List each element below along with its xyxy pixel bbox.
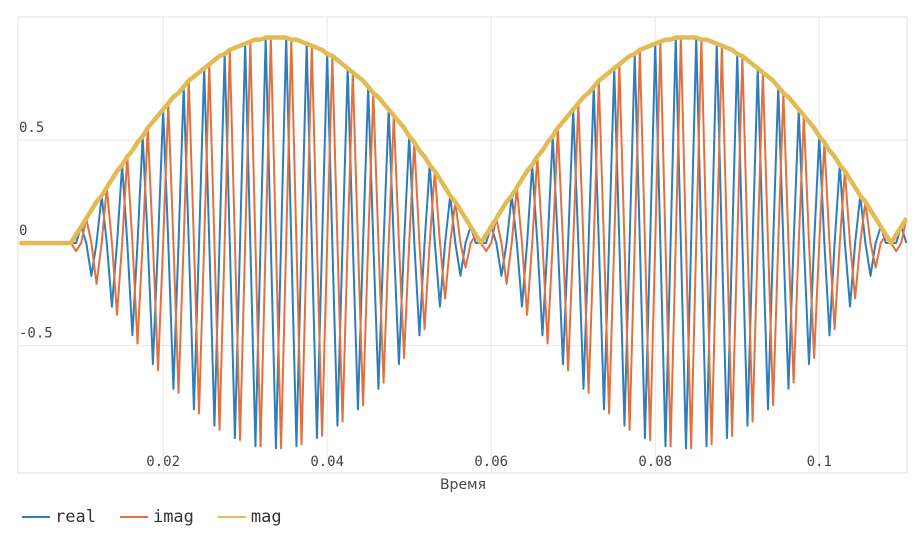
legend-text: real xyxy=(55,507,96,527)
y-tick-label: -0.5 xyxy=(19,326,53,342)
x-tick-label: 0.02 xyxy=(146,454,180,470)
series-line xyxy=(19,36,907,450)
x-tick-label: 0.06 xyxy=(474,454,508,470)
y-tick-label: 0.5 xyxy=(19,120,44,136)
x-tick-label: 0.04 xyxy=(310,454,344,470)
x-tick-label: 0.08 xyxy=(638,454,672,470)
plot-border xyxy=(17,16,908,474)
legend-text: mag xyxy=(251,507,282,527)
x-axis-title: Время xyxy=(440,477,486,493)
x-tick-label: 0.1 xyxy=(807,454,832,470)
y-tick-label: 0 xyxy=(19,223,27,239)
series-line xyxy=(19,35,907,246)
legend-text: imag xyxy=(153,507,194,527)
